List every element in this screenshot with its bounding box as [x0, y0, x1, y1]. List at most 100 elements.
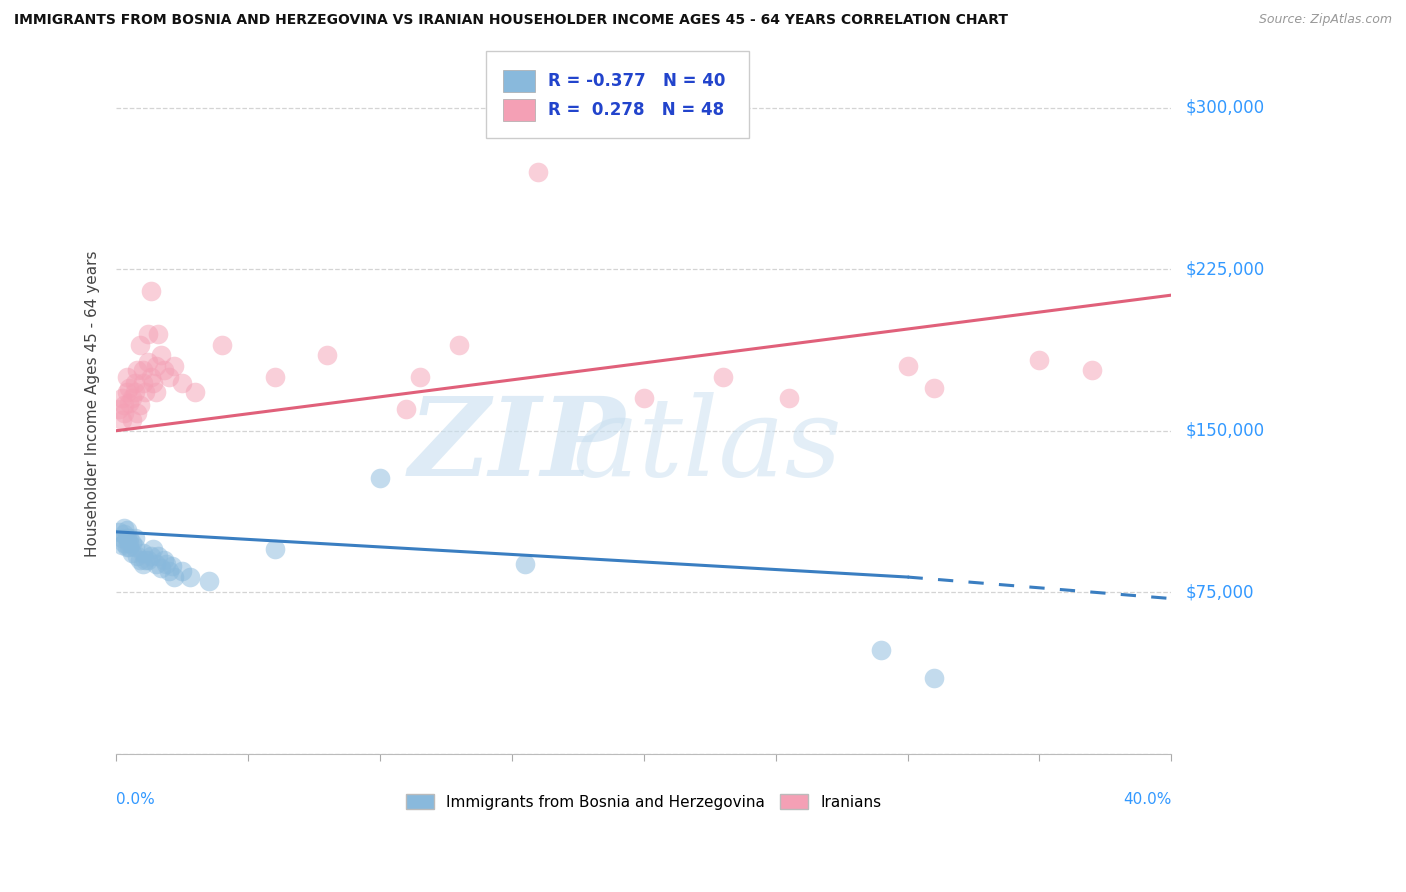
Text: 40.0%: 40.0% [1123, 792, 1171, 807]
Point [124, 540, 146, 554]
Point [110, 531, 132, 545]
Point [131, 363, 153, 377]
Text: atlas: atlas [572, 392, 842, 500]
Point [118, 396, 141, 410]
Point [115, 384, 138, 399]
Point [870, 643, 893, 657]
Point [197, 574, 219, 589]
Point [108, 402, 131, 417]
Point [157, 564, 180, 578]
Point [129, 398, 152, 412]
Point [118, 531, 141, 545]
Point [150, 561, 173, 575]
Point [121, 546, 143, 560]
Point [134, 384, 156, 399]
FancyBboxPatch shape [485, 51, 749, 138]
Point [179, 570, 201, 584]
Point [155, 557, 177, 571]
Point [124, 384, 146, 399]
Point [922, 671, 945, 685]
Point [152, 553, 174, 567]
Point [124, 531, 146, 545]
Y-axis label: Householder Income Ages 45 - 64 years: Householder Income Ages 45 - 64 years [86, 251, 100, 558]
Point [112, 527, 135, 541]
Point [139, 370, 162, 384]
Point [129, 337, 152, 351]
Point [108, 524, 131, 539]
Point [136, 553, 159, 567]
Point [316, 348, 339, 362]
Point [145, 557, 167, 571]
Point [136, 355, 159, 369]
Point [148, 326, 170, 341]
Text: $225,000: $225,000 [1185, 260, 1264, 278]
Point [110, 413, 132, 427]
Point [263, 542, 285, 557]
Point [184, 384, 207, 399]
Point [1028, 352, 1050, 367]
Point [127, 549, 149, 563]
Point [157, 370, 180, 384]
Point [115, 540, 138, 554]
Point [112, 535, 135, 549]
Text: Source: ZipAtlas.com: Source: ZipAtlas.com [1258, 13, 1392, 27]
Point [110, 538, 132, 552]
Point [368, 471, 391, 485]
Point [513, 557, 536, 571]
Point [150, 348, 173, 362]
Point [263, 370, 285, 384]
Point [112, 407, 135, 421]
Point [129, 553, 152, 567]
Text: $150,000: $150,000 [1185, 422, 1264, 440]
Point [163, 359, 186, 373]
Point [896, 359, 918, 373]
Point [711, 370, 734, 384]
Point [142, 376, 165, 391]
Point [121, 535, 143, 549]
Point [118, 535, 141, 549]
Point [127, 407, 149, 421]
Point [131, 376, 153, 391]
Point [395, 402, 418, 417]
Point [139, 284, 162, 298]
Point [112, 520, 135, 534]
Point [134, 553, 156, 567]
Point [118, 540, 141, 554]
Point [115, 531, 138, 545]
Point [118, 381, 141, 395]
Point [172, 376, 194, 391]
Point [172, 564, 194, 578]
Point [139, 549, 162, 563]
Text: $75,000: $75,000 [1185, 583, 1254, 601]
Point [127, 363, 149, 377]
Point [121, 392, 143, 406]
Text: ZIP: ZIP [409, 392, 626, 500]
Point [211, 337, 233, 351]
Point [115, 523, 138, 537]
Text: $300,000: $300,000 [1185, 99, 1264, 117]
Point [1081, 363, 1104, 377]
Point [131, 546, 153, 560]
Point [778, 392, 800, 406]
Text: 0.0%: 0.0% [117, 792, 155, 807]
Point [145, 359, 167, 373]
Point [633, 392, 655, 406]
Point [121, 413, 143, 427]
Bar [503, 70, 536, 92]
Point [163, 570, 186, 584]
Point [110, 392, 132, 406]
Point [136, 326, 159, 341]
Point [115, 370, 138, 384]
Point [112, 398, 135, 412]
Point [160, 559, 183, 574]
Legend: Immigrants from Bosnia and Herzegovina, Iranians: Immigrants from Bosnia and Herzegovina, … [401, 788, 887, 816]
Text: IMMIGRANTS FROM BOSNIA AND HERZEGOVINA VS IRANIAN HOUSEHOLDER INCOME AGES 45 - 6: IMMIGRANTS FROM BOSNIA AND HERZEGOVINA V… [14, 13, 1008, 28]
Text: R = -0.377   N = 40: R = -0.377 N = 40 [548, 71, 725, 90]
Point [408, 370, 430, 384]
Point [145, 384, 167, 399]
Point [148, 549, 170, 563]
Bar [503, 99, 536, 121]
Point [131, 557, 153, 571]
Point [527, 165, 550, 179]
Text: R =  0.278   N = 48: R = 0.278 N = 48 [548, 101, 724, 119]
